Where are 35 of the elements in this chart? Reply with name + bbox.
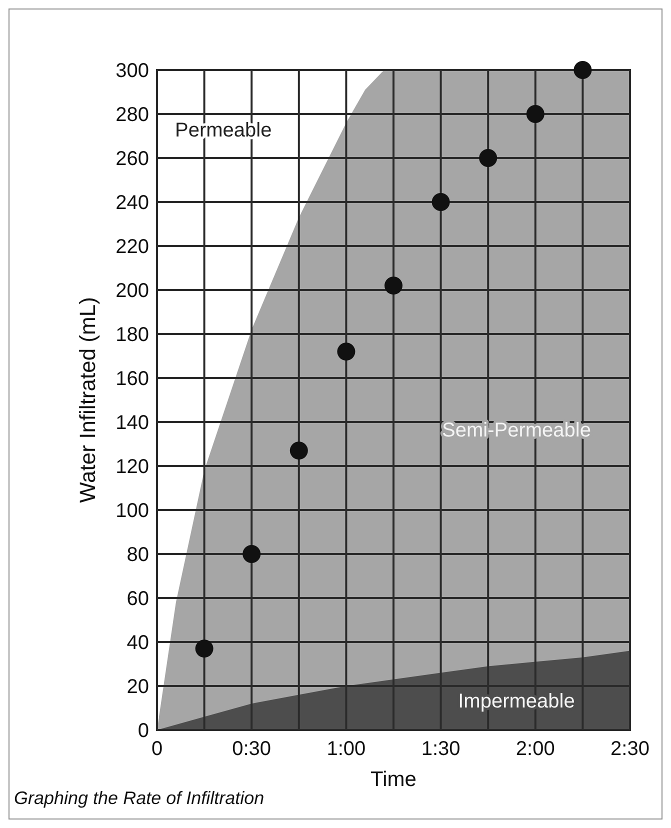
y-tick-label: 40 [126,632,149,654]
point [384,276,402,295]
point [574,61,592,79]
x-tick-label: 1:30 [421,738,460,760]
y-tick-label: 200 [116,280,149,302]
y-tick-label: 80 [126,544,149,566]
y-tick-label: 100 [116,500,149,522]
y-tick-label: 260 [116,148,149,170]
x-tick-label: 2:30 [610,738,650,760]
y-tick-label: 240 [116,192,149,214]
point [479,149,498,167]
point [526,105,544,123]
point [290,442,308,460]
point [337,342,356,361]
y-tick-label: 280 [116,104,149,126]
series-label: Impermeable [458,690,575,712]
x-tick-label: 2:00 [516,738,555,760]
y-tick-label: 20 [126,676,149,698]
y-tick-label: 300 [116,60,149,82]
point [242,545,261,563]
text: Graphing the Rate of Infiltration [14,788,264,808]
y-tick-label: 160 [116,368,149,390]
y-tick-label: 220 [116,236,149,258]
x-tick-label: 0 [151,738,163,760]
x-tick-label: 1:00 [326,738,366,760]
y-axis-title: Water Infiltrated (mL) [75,297,100,503]
x-tick-label: 0:30 [232,738,272,760]
point [432,193,450,211]
y-tick-label: 180 [116,324,149,346]
y-tick-label: 60 [126,588,149,610]
y-tick-label: 120 [116,456,149,478]
point [195,640,214,658]
x-axis-title: Time [370,768,416,791]
y-tick-label: 0 [138,720,149,742]
y-tick-label: 140 [116,412,149,434]
